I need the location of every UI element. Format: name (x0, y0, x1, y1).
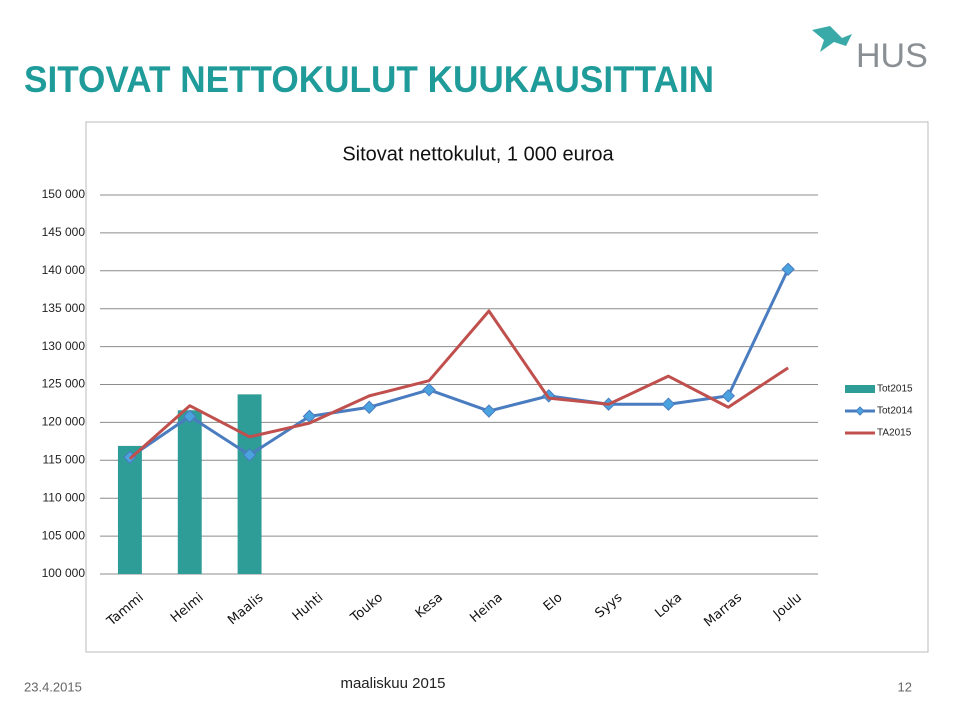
y-tick-label: 105 000 (42, 528, 86, 542)
legend-label: TA2015 (877, 428, 912, 439)
y-tick-label: 145 000 (42, 225, 86, 239)
y-tick-label: 140 000 (42, 263, 86, 277)
chart-frame (85, 121, 929, 653)
page-number: 12 (898, 679, 912, 694)
marker (482, 404, 496, 418)
marker (781, 262, 795, 276)
line (129, 268, 790, 459)
slide-title: SITOVAT NETTOKULUT KUUKAUSITTAIN (24, 59, 714, 100)
line (128, 309, 789, 460)
y-tick-label: 130 000 (42, 339, 86, 353)
legend-label: Tot2014 (877, 406, 913, 417)
bar (117, 445, 142, 574)
marker (422, 383, 436, 397)
footer: maaliskuu 2015 (340, 675, 445, 692)
y-tick-label: 110 000 (43, 490, 86, 504)
chart-title: Sitovat nettokulut, 1 000 euroa (342, 143, 614, 165)
logo-text: HUS (856, 37, 928, 75)
y-tick-label: 135 000 (42, 301, 86, 315)
legend-swatch (845, 385, 875, 393)
y-tick-label: 150 000 (42, 187, 86, 201)
logo: HUS (812, 26, 928, 75)
logo-mark (812, 26, 852, 52)
legend-label: Tot2015 (877, 384, 913, 395)
y-tick-label: 115 000 (43, 452, 86, 466)
marker (721, 389, 735, 403)
y-tick-label: 120 000 (42, 415, 86, 429)
y-tick-label: 100 000 (42, 566, 86, 580)
date: 23.4.2015 (24, 679, 82, 694)
bar (237, 394, 262, 574)
y-tick-label: 125 000 (42, 377, 86, 391)
marker (242, 448, 257, 462)
bar (177, 410, 202, 574)
marker (362, 400, 376, 414)
legend-marker (855, 406, 865, 416)
marker (183, 409, 197, 424)
marker (661, 397, 676, 411)
